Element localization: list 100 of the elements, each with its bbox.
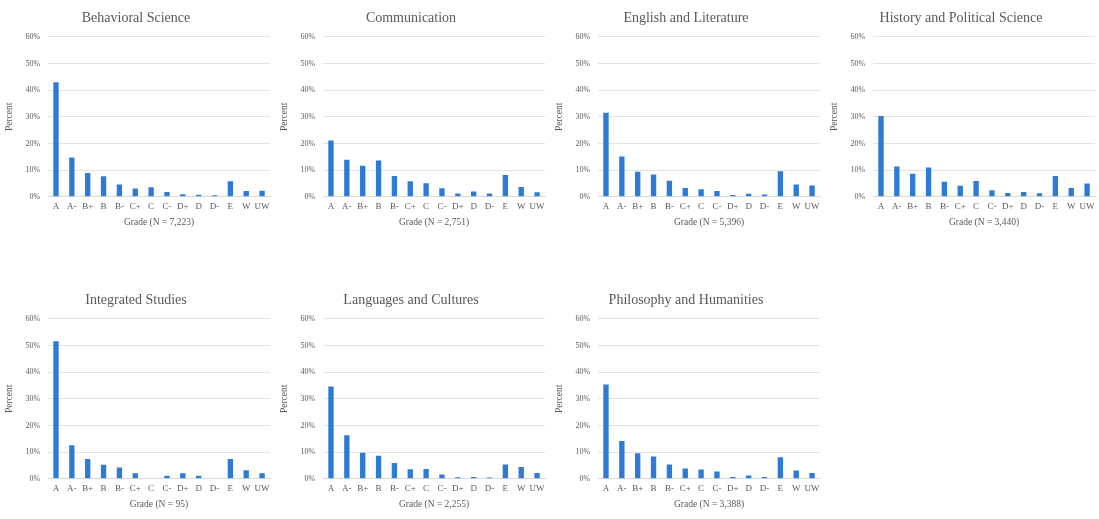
bar <box>698 189 704 197</box>
bar <box>534 192 540 197</box>
x-tick-label: C- <box>712 482 722 493</box>
x-tick-label: A <box>52 200 60 211</box>
x-tick-label: B- <box>389 482 399 493</box>
bar <box>164 475 170 479</box>
y-tick-label: 60% <box>25 31 41 41</box>
x-tick-label: C <box>423 200 430 211</box>
y-tick-label: 40% <box>25 367 41 377</box>
x-tick-label: UW <box>254 482 271 493</box>
x-tick-label: D <box>195 482 203 493</box>
bar <box>682 468 688 479</box>
x-tick-label: C- <box>162 482 172 493</box>
x-tick-label: B <box>100 482 107 493</box>
x-tick-label: D- <box>209 200 220 211</box>
x-tick-label: A <box>327 200 335 211</box>
chart-title: English and Literature <box>623 10 749 26</box>
y-tick-label: 40% <box>300 367 316 377</box>
y-tick-label: 20% <box>575 138 591 148</box>
x-tick-label: A- <box>342 200 352 211</box>
bar <box>973 181 979 197</box>
y-tick-label: 20% <box>850 138 866 148</box>
x-axis-title: Grade (N = 3,388) <box>673 498 745 510</box>
y-tick-label: 0% <box>304 191 316 201</box>
bar <box>1084 183 1090 197</box>
chart-title: Integrated Studies <box>85 292 187 308</box>
bar <box>423 183 429 197</box>
y-tick-label: 0% <box>579 473 591 483</box>
x-tick-label: E <box>777 200 784 211</box>
bar <box>1036 193 1043 197</box>
x-tick-label: UW <box>804 200 821 211</box>
y-tick-label: 0% <box>579 191 591 201</box>
bar <box>518 186 524 197</box>
x-tick-label: UW <box>1079 200 1096 211</box>
bar <box>603 112 609 197</box>
bar <box>227 181 234 197</box>
x-tick-label: UW <box>254 200 271 211</box>
x-tick-label: C <box>698 482 705 493</box>
x-axis-title: Grade (N = 3,440) <box>948 216 1020 228</box>
bar <box>502 174 509 197</box>
y-tick-label: 0% <box>29 191 41 201</box>
y-tick-label: 0% <box>29 473 41 483</box>
x-tick-label: A <box>602 200 610 211</box>
x-tick-label: B+ <box>632 200 644 211</box>
bar <box>714 471 720 479</box>
x-tick-label: UW <box>804 482 821 493</box>
x-axis-title: Grade (N = 7,223) <box>123 216 195 228</box>
y-tick-label: 10% <box>575 447 591 457</box>
bar <box>328 140 334 197</box>
bar <box>259 473 265 479</box>
bar <box>518 467 524 479</box>
bar <box>344 159 350 197</box>
x-tick-label: W <box>791 482 801 493</box>
bar <box>635 453 641 479</box>
y-tick-label: 50% <box>25 58 41 68</box>
x-tick-label: A- <box>342 482 352 493</box>
bar <box>502 464 509 479</box>
x-tick-label: D- <box>759 482 770 493</box>
x-tick-label: C+ <box>679 482 691 493</box>
x-axis-title: Grade (N = 5,396) <box>673 216 745 228</box>
bar <box>259 190 265 197</box>
y-axis-title: Percent <box>829 102 840 132</box>
bar <box>360 452 366 479</box>
x-tick-label: E <box>502 482 509 493</box>
bar <box>53 341 59 479</box>
bar <box>777 171 784 197</box>
x-tick-label: B <box>650 482 657 493</box>
bar <box>894 166 900 197</box>
x-axis-title: Grade (N = 95) <box>129 498 189 510</box>
x-tick-label: C <box>698 200 705 211</box>
x-tick-label: C <box>148 482 155 493</box>
x-tick-label: A- <box>892 200 902 211</box>
x-tick-label: C+ <box>679 200 691 211</box>
bar <box>328 386 334 479</box>
bar <box>635 171 641 197</box>
x-tick-label: D <box>195 200 203 211</box>
x-tick-label: D+ <box>727 482 739 493</box>
y-tick-label: 60% <box>575 313 591 323</box>
y-tick-label: 30% <box>25 111 41 121</box>
bar <box>603 384 609 479</box>
x-tick-label: A <box>52 482 60 493</box>
x-tick-label: B- <box>939 200 949 211</box>
x-tick-label: C- <box>437 200 447 211</box>
x-tick-label: C <box>973 200 980 211</box>
x-tick-label: W <box>516 200 526 211</box>
x-tick-label: D- <box>1034 200 1045 211</box>
bar <box>423 468 429 479</box>
y-tick-label: 30% <box>575 111 591 121</box>
x-tick-label: D+ <box>727 200 739 211</box>
x-tick-label: C <box>148 200 155 211</box>
bar <box>164 192 170 197</box>
y-tick-label: 10% <box>25 447 41 457</box>
bar <box>243 470 249 479</box>
bar <box>132 473 138 479</box>
y-tick-label: 30% <box>850 111 866 121</box>
x-axis-title: Grade (N = 2,255) <box>398 498 470 510</box>
x-tick-label: C+ <box>129 482 141 493</box>
x-tick-label: C- <box>162 200 172 211</box>
x-tick-label: D <box>745 200 753 211</box>
x-tick-label: D <box>470 200 478 211</box>
